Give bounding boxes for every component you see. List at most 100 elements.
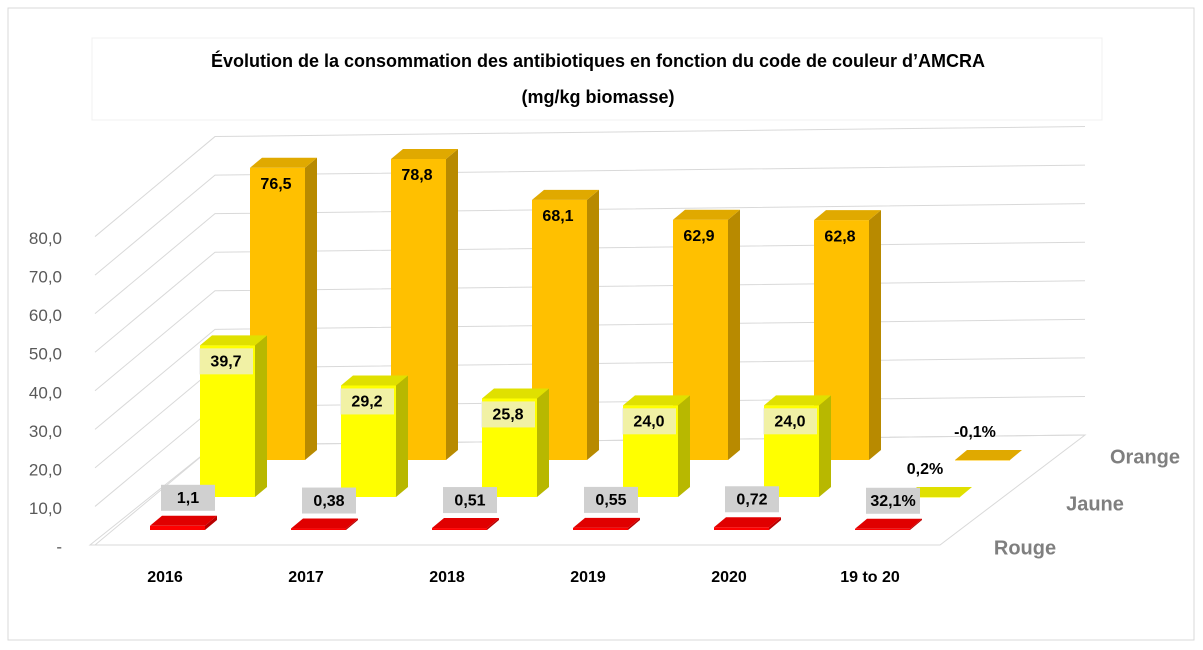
bar-side [960, 486, 972, 497]
bar-top [673, 209, 740, 220]
value-label: 0,38 [313, 493, 344, 510]
bar-side [678, 395, 690, 497]
bar-side [255, 335, 267, 497]
bar [432, 518, 499, 530]
value-label: 24,0 [774, 414, 805, 431]
series-label: Orange [1110, 446, 1180, 468]
value-label: 62,8 [824, 228, 855, 245]
x-tick-label: 2016 [147, 569, 183, 586]
series-label: Rouge [994, 537, 1056, 559]
y-tick-label: 70,0 [29, 268, 62, 287]
bar-side [346, 518, 358, 530]
bar [623, 395, 690, 497]
bar-side [869, 210, 881, 460]
value-label: 1,1 [177, 490, 199, 507]
bar-top [623, 395, 690, 406]
x-tick-label: 2018 [429, 569, 465, 586]
y-tick-label: - [56, 537, 62, 556]
value-label-bg [866, 487, 920, 514]
value-label-bg [622, 408, 676, 435]
bar [905, 486, 972, 498]
bar-side [769, 517, 781, 530]
bar-top [432, 518, 499, 529]
bar-top [482, 388, 549, 399]
x-tick-label: 19 to 20 [840, 569, 900, 586]
bar-top [905, 486, 972, 497]
value-label: 29,2 [351, 394, 382, 411]
bar [714, 517, 781, 530]
bar-side [305, 157, 317, 460]
value-label-bg [725, 486, 779, 513]
bar-front [291, 528, 346, 530]
chart-title: Évolution de la consommation des antibio… [211, 50, 985, 71]
value-label: 24,0 [633, 414, 664, 431]
series-label: Jaune [1066, 493, 1124, 515]
bar-front [432, 528, 487, 530]
bar-front [573, 527, 628, 530]
value-label-bg [161, 484, 215, 511]
bar-side [628, 517, 640, 530]
bar-top [532, 189, 599, 200]
bar-side [910, 518, 922, 530]
bar-top [150, 515, 217, 526]
bar-top [814, 210, 881, 221]
value-label: 0,2% [907, 461, 943, 478]
x-tick-label: 2017 [288, 569, 324, 586]
y-tick-label: 80,0 [29, 229, 62, 248]
value-label-bg [443, 487, 497, 514]
value-label-bg [481, 401, 535, 428]
bar-front [150, 525, 205, 530]
value-label: 68,1 [542, 208, 573, 225]
x-tick-label: 2019 [570, 569, 606, 586]
bar-top [764, 395, 831, 406]
value-label: 0,51 [454, 492, 485, 509]
bar [573, 517, 640, 530]
y-tick-label: 50,0 [29, 345, 62, 364]
value-label: 78,8 [401, 167, 432, 184]
value-label: 39,7 [210, 354, 241, 371]
value-label: 0,55 [595, 492, 626, 509]
bar-side [819, 395, 831, 497]
value-label: 0,72 [736, 491, 767, 508]
bar-top [855, 518, 922, 529]
bar-side [446, 148, 458, 460]
title-box [91, 37, 1103, 121]
bar-side [487, 518, 499, 530]
bar-side [205, 515, 217, 530]
x-tick-label: 2020 [711, 569, 747, 586]
bar [855, 518, 922, 530]
bar-top [573, 517, 640, 528]
bar [291, 518, 358, 530]
value-label: -0,1% [954, 424, 996, 441]
value-label: 25,8 [492, 407, 523, 424]
bar-side [587, 189, 599, 460]
bar-top [291, 518, 358, 529]
value-label-bg [199, 348, 253, 375]
bar-top [714, 517, 781, 528]
bar [955, 450, 1022, 461]
bar-front [905, 496, 960, 498]
value-label: 62,9 [683, 228, 714, 245]
y-tick-label: 10,0 [29, 499, 62, 518]
bar [150, 515, 217, 530]
bar-side [537, 388, 549, 497]
value-label: 76,5 [260, 176, 291, 193]
grid-line [94, 126, 1086, 237]
bar-top [955, 450, 1022, 460]
bar-top [341, 375, 408, 386]
y-tick-label: 30,0 [29, 422, 62, 441]
bar-side [396, 375, 408, 497]
bar-front [714, 527, 769, 530]
bar-side [728, 209, 740, 460]
value-label-bg [340, 388, 394, 415]
grid-line [94, 280, 1086, 392]
grid-line [94, 203, 1086, 315]
grid-line [94, 318, 1086, 430]
value-label: 32,1% [870, 493, 915, 510]
value-label-bg [763, 408, 817, 435]
y-tick-label: 60,0 [29, 306, 62, 325]
bar [341, 375, 408, 497]
bar-front [955, 460, 1010, 461]
value-label-bg [584, 486, 638, 513]
